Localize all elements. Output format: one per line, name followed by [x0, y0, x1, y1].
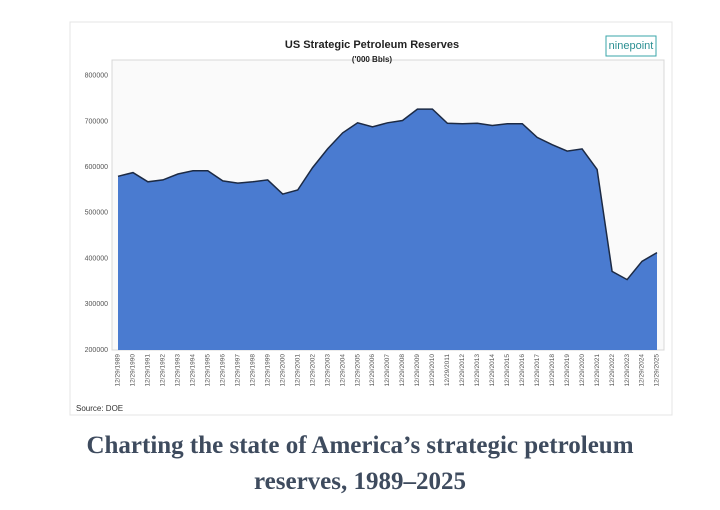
x-tick-label: 12/29/2003 [324, 354, 331, 387]
chart: US Strategic Petroleum Reserves ('000 Bb… [69, 21, 673, 416]
x-tick-label: 12/29/1995 [205, 354, 212, 387]
x-tick-label: 12/29/2021 [594, 354, 601, 387]
area [118, 109, 657, 350]
x-tick-label: 12/29/1994 [190, 354, 197, 387]
x-tick-label: 12/29/2001 [294, 354, 301, 387]
x-tick-label: 12/29/2006 [369, 354, 376, 387]
x-tick-label: 12/29/2012 [459, 354, 466, 387]
x-tick-label: 12/29/2007 [384, 354, 391, 387]
y-tick-label: 700000 [85, 118, 108, 125]
x-tick-label: 12/29/2008 [399, 354, 406, 387]
x-tick-label: 12/29/2013 [474, 354, 481, 387]
logo-box [605, 35, 657, 57]
x-tick-label: 12/29/2019 [564, 354, 571, 387]
x-tick-label: 12/29/2014 [489, 354, 496, 387]
x-tick-label: 12/29/2025 [654, 354, 661, 387]
x-tick-label: 12/29/1990 [130, 354, 137, 387]
x-tick-label: 12/29/1997 [234, 354, 241, 387]
x-tick-label: 12/29/2011 [444, 354, 451, 386]
x-tick-label: 12/29/2017 [534, 354, 541, 387]
x-tick-label: 12/29/1991 [145, 354, 152, 387]
y-tick-label: 300000 [85, 301, 108, 308]
x-tick-label: 12/29/2002 [309, 354, 316, 387]
y-tick-label: 200000 [85, 347, 108, 354]
area-outline [117, 108, 658, 281]
x-tick-label: 12/29/2024 [639, 354, 646, 387]
x-tick-label: 12/29/2020 [579, 354, 586, 387]
chart-title: US Strategic Petroleum Reserves [285, 39, 459, 51]
x-tick-label: 12/29/2023 [624, 354, 631, 387]
x-tick-label: 12/29/2018 [549, 354, 556, 387]
y-tick-label: 400000 [85, 255, 108, 262]
x-tick-label: 12/29/2009 [414, 354, 421, 387]
source: Source: DOE [76, 404, 123, 413]
x-tick-label: 12/29/2016 [519, 354, 526, 387]
x-tick-label: 12/29/2022 [609, 354, 616, 387]
y-tick-label: 600000 [85, 164, 108, 171]
chart-subtitle: ('000 Bbls) [352, 55, 392, 64]
x-tick-label: 12/29/2004 [339, 354, 346, 387]
x-tick-label: 12/29/1992 [160, 354, 167, 387]
x-tick-label: 12/29/1993 [175, 354, 182, 387]
x-tick-label: 12/29/2005 [354, 354, 361, 387]
caption: Charting the state of America’s strategi… [86, 432, 634, 495]
x-tick-label: 12/29/1998 [249, 354, 256, 387]
x-tick-label: 12/29/2010 [429, 354, 436, 387]
logo: ninepoint [609, 40, 654, 52]
x-tick-label: 12/29/1999 [264, 354, 271, 387]
x-tick-label: 12/29/1996 [220, 354, 227, 387]
x-tick-label: 12/29/2000 [279, 354, 286, 387]
x-tick-label: 12/29/2015 [504, 354, 511, 387]
y-tick-label: 500000 [85, 210, 108, 217]
x-tick-label: 12/29/1989 [115, 354, 122, 387]
y-tick-label: 800000 [85, 73, 108, 80]
